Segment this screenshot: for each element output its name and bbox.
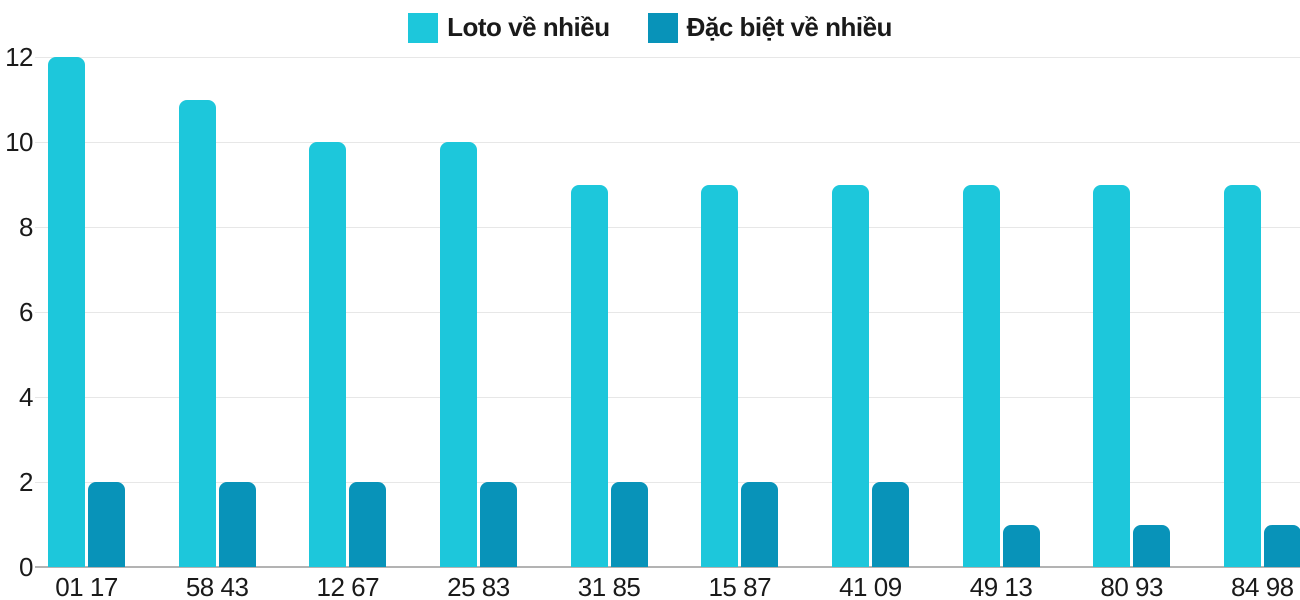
bar-dacbiet-80-93[interactable]: [1133, 524, 1171, 567]
x-axis-tick-01-17: 01 17: [55, 572, 118, 600]
gridline-y6: [35, 311, 1300, 313]
x-axis-tick-41-09: 41 09: [839, 572, 902, 600]
x-axis-tick-84-98: 84 98: [1231, 572, 1294, 600]
bar-dacbiet-15-87[interactable]: [741, 482, 779, 567]
bar-loto-31-85[interactable]: [570, 184, 608, 567]
bar-group-41-09: [831, 184, 909, 567]
y-axis-tick-0: 0: [19, 552, 33, 582]
bar-loto-84-98[interactable]: [1223, 184, 1261, 567]
bar-dacbiet-84-98[interactable]: [1263, 524, 1300, 567]
legend-label-loto: Loto về nhiều: [447, 12, 610, 42]
legend-label-dacbiet: Đặc biệt về nhiều: [686, 12, 893, 42]
bar-dacbiet-01-17[interactable]: [88, 482, 125, 567]
x-axis-baseline: [35, 566, 1300, 568]
bar-group-49-13: [962, 184, 1040, 567]
gridline-y4: [35, 396, 1300, 398]
y-axis-tick-4: 4: [19, 382, 33, 412]
bar-loto-25-83[interactable]: [439, 142, 477, 567]
bar-dacbiet-41-09[interactable]: [871, 482, 909, 567]
gridline-y8: [35, 226, 1300, 228]
legend-item-dacbiet[interactable]: Đặc biệt về nhiều: [647, 12, 893, 43]
chart-legend: Loto về nhiều Đặc biệt về nhiều: [0, 12, 1300, 43]
bar-group-80-93: [1093, 184, 1171, 567]
gridline-y2: [35, 481, 1300, 483]
y-axis-tick-8: 8: [19, 212, 33, 242]
legend-item-loto[interactable]: Loto về nhiều: [408, 12, 610, 43]
bar-loto-58-43[interactable]: [178, 99, 216, 567]
legend-swatch-dacbiet-icon: [647, 12, 678, 43]
y-axis-tick-10: 10: [5, 127, 33, 157]
gridline-y10: [35, 141, 1300, 143]
bar-loto-80-93[interactable]: [1093, 184, 1131, 567]
bar-loto-01-17[interactable]: [48, 57, 85, 567]
bar-group-12-67: [309, 142, 387, 567]
legend-swatch-loto-icon: [408, 12, 439, 43]
x-axis-tick-49-13: 49 13: [969, 572, 1033, 600]
bar-loto-12-67[interactable]: [309, 142, 347, 567]
bar-group-58-43: [178, 99, 256, 567]
bar-dacbiet-31-85[interactable]: [610, 482, 648, 567]
bar-group-01-17: [48, 57, 125, 567]
x-axis-tick-15-87: 15 87: [708, 572, 772, 600]
plot-area: [35, 56, 1300, 568]
bar-loto-49-13[interactable]: [962, 184, 1000, 567]
bar-loto-15-87[interactable]: [701, 184, 739, 567]
bar-dacbiet-12-67[interactable]: [349, 482, 387, 567]
bar-group-25-83: [439, 142, 517, 567]
bar-loto-41-09[interactable]: [831, 184, 869, 567]
bar-group-31-85: [570, 184, 648, 567]
bar-dacbiet-49-13[interactable]: [1002, 524, 1040, 567]
y-axis-tick-12: 12: [5, 42, 33, 72]
x-axis-tick-58-43: 58 43: [185, 572, 249, 600]
x-axis-tick-12-67: 12 67: [316, 572, 380, 600]
y-axis-tick-6: 6: [19, 297, 33, 327]
x-axis-tick-25-83: 25 83: [447, 572, 510, 600]
bar-group-84-98: [1223, 184, 1300, 567]
x-axis-tick-31-85: 31 85: [577, 572, 641, 600]
gridline-y12: [35, 56, 1300, 58]
bar-group-15-87: [701, 184, 779, 567]
x-axis-tick-80-93: 80 93: [1100, 572, 1163, 600]
bar-dacbiet-25-83[interactable]: [479, 482, 517, 567]
bar-dacbiet-58-43[interactable]: [218, 482, 256, 567]
y-axis-tick-2: 2: [19, 467, 33, 497]
